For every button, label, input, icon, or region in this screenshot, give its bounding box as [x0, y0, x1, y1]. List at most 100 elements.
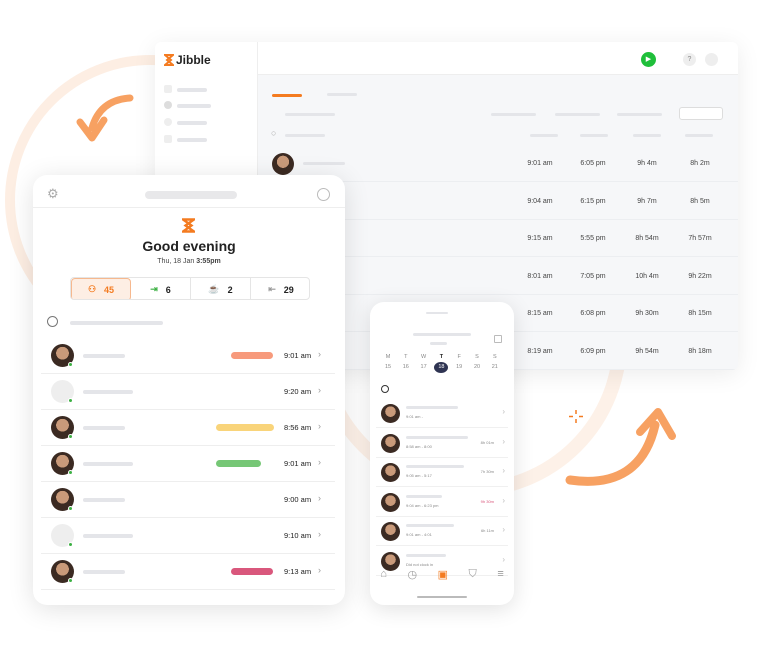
- sparkle-icon: [569, 410, 583, 423]
- chevron-right-icon: ›: [318, 457, 321, 467]
- stat-members[interactable]: ⚇ 45: [71, 278, 131, 299]
- avatar: [381, 522, 400, 541]
- weekday-label: S: [492, 354, 497, 360]
- shield-icon[interactable]: ⛉: [468, 568, 477, 580]
- clock-in-time: 9:01 am: [284, 459, 312, 468]
- clock-out-time: 5:55 pm: [580, 235, 606, 242]
- search-input[interactable]: [70, 321, 163, 325]
- avatar: [381, 404, 400, 423]
- weekday-label: T: [439, 354, 444, 360]
- time-range: 9:05 am - 5:17: [406, 473, 432, 478]
- list-item[interactable]: 9:20 am ›: [41, 374, 335, 410]
- worked-hours: 8h 5m: [690, 197, 710, 205]
- tracked-hours: 10h 4m: [635, 272, 659, 280]
- list-item[interactable]: 8:56 am ›: [41, 410, 335, 446]
- date-button[interactable]: 17: [420, 364, 427, 370]
- arrow-icon: [565, 420, 660, 486]
- time-range: 8:58 am - 8:00: [406, 443, 432, 449]
- list-item[interactable]: 9:01 am - 4:01 6h 11m ›: [376, 517, 508, 546]
- table-row[interactable]: 9:01 am 6:05 pm 9h 4m 8h 2m: [258, 145, 738, 182]
- tablet-header: ⚙: [33, 175, 345, 208]
- tab-active[interactable]: [272, 94, 302, 97]
- location-icon[interactable]: [317, 188, 330, 201]
- clock-in-time: 9:15 am: [527, 235, 553, 242]
- weekday-label: F: [457, 354, 461, 360]
- clock-out-time: 6:08 pm: [580, 310, 606, 317]
- export-button[interactable]: [679, 107, 723, 120]
- clock-in-icon: ⇥: [150, 284, 158, 294]
- clock-out-time: 6:09 pm: [580, 347, 606, 355]
- date-button[interactable]: 21: [491, 364, 498, 370]
- clock-in-time: 9:00 am: [284, 495, 312, 504]
- sidebar-item[interactable]: [177, 88, 207, 92]
- date-button[interactable]: 18: [434, 362, 449, 373]
- worked-hours: 7h 57m: [688, 235, 712, 242]
- tab[interactable]: [327, 93, 357, 96]
- avatar: [51, 524, 74, 547]
- home-indicator: [417, 596, 467, 598]
- avatar: [51, 416, 74, 439]
- date-button[interactable]: 20: [473, 364, 481, 370]
- list-item[interactable]: 9:01 am ›: [41, 446, 335, 482]
- tracked-hours: 9h 4m: [637, 160, 657, 167]
- home-icon[interactable]: ⌂: [380, 568, 387, 580]
- sidebar-item[interactable]: [177, 138, 207, 142]
- date-button[interactable]: 19: [456, 364, 463, 370]
- arrow-icon: [88, 94, 134, 132]
- bottom-nav: ⌂ ◷ ▣ ⛉ ≡: [370, 568, 514, 581]
- search-icon[interactable]: [381, 385, 389, 393]
- list-item[interactable]: 9:13 am ›: [41, 554, 335, 590]
- avatar: [381, 551, 400, 571]
- sidebar-item[interactable]: [177, 104, 211, 108]
- tracked-hours: 9h 30m: [635, 310, 659, 317]
- logo: Jibble: [164, 53, 211, 67]
- play-button[interactable]: ▶: [641, 52, 656, 67]
- list-item[interactable]: 9:10 am ›: [41, 518, 335, 554]
- total-hours: 6h 11m: [480, 528, 494, 533]
- search-icon[interactable]: [47, 316, 58, 327]
- search-input[interactable]: [285, 134, 325, 137]
- stat-on-break[interactable]: ☕ 2: [191, 278, 251, 299]
- calendar-icon[interactable]: [494, 335, 502, 343]
- status-bar: [216, 424, 274, 431]
- tracked-hours: 9h 7m: [637, 197, 657, 205]
- clock-in-time: 9:10 am: [284, 531, 312, 540]
- chevron-right-icon: ›: [502, 407, 505, 416]
- worked-hours: 9h 22m: [688, 272, 712, 280]
- list-item[interactable]: 8:58 am - 8:00 8h 01m ›: [376, 429, 508, 458]
- list-item[interactable]: Did not clock in ›: [376, 547, 508, 576]
- status-bar: [216, 460, 261, 467]
- list-item[interactable]: 9:01 am ›: [41, 338, 335, 374]
- list-item[interactable]: 9:01 am - ›: [376, 399, 508, 428]
- chevron-right-icon: ›: [318, 565, 321, 575]
- chevron-right-icon: ›: [502, 554, 505, 564]
- clock-in-time: 9:20 am: [284, 387, 312, 396]
- avatar: [51, 380, 74, 403]
- phone-app: M 15 T 16 W 17 T 18 F 19 S 20 S 21 9:01 am - ›…: [370, 302, 514, 605]
- stat-clocked-out[interactable]: ⇤ 29: [268, 284, 294, 295]
- search-icon[interactable]: ○: [271, 128, 277, 138]
- list-item[interactable]: 9:05 am - 5:17 7h 30m ›: [376, 458, 508, 487]
- clock-in-time: 9:01 am: [284, 351, 312, 360]
- reports-icon[interactable]: [705, 53, 718, 66]
- total-hours: 9h 30m: [480, 498, 494, 504]
- settings-icon[interactable]: ⚙: [47, 186, 59, 201]
- clock-in-time: 9:04 am: [527, 197, 553, 205]
- help-icon[interactable]: ?: [683, 53, 696, 66]
- list-item[interactable]: 9:00 am ›: [41, 482, 335, 518]
- list-item[interactable]: 9:04 am - 6:23 pm 9h 30m ›: [376, 488, 508, 517]
- chevron-right-icon: ›: [318, 529, 321, 539]
- clock-in-time: 8:15 am: [527, 310, 553, 317]
- sidebar-item[interactable]: [177, 121, 207, 125]
- date-button[interactable]: 16: [402, 364, 409, 370]
- avatar: [51, 344, 74, 367]
- timesheet-icon[interactable]: ▣: [437, 569, 448, 581]
- stat-clocked-in[interactable]: ⇥ 6: [131, 278, 191, 299]
- chevron-right-icon: ›: [318, 493, 321, 503]
- menu-icon[interactable]: ≡: [497, 568, 504, 580]
- timer-icon[interactable]: ◷: [407, 569, 418, 581]
- clock-in-time: 8:56 am: [284, 423, 312, 432]
- clock-out-time: 7:05 pm: [580, 272, 606, 280]
- tablet-app: ⚙ Good evening Thu, 18 Jan 3:55pm ⚇ 45 ⇥ 6…: [33, 175, 345, 605]
- date-button[interactable]: 15: [384, 364, 392, 370]
